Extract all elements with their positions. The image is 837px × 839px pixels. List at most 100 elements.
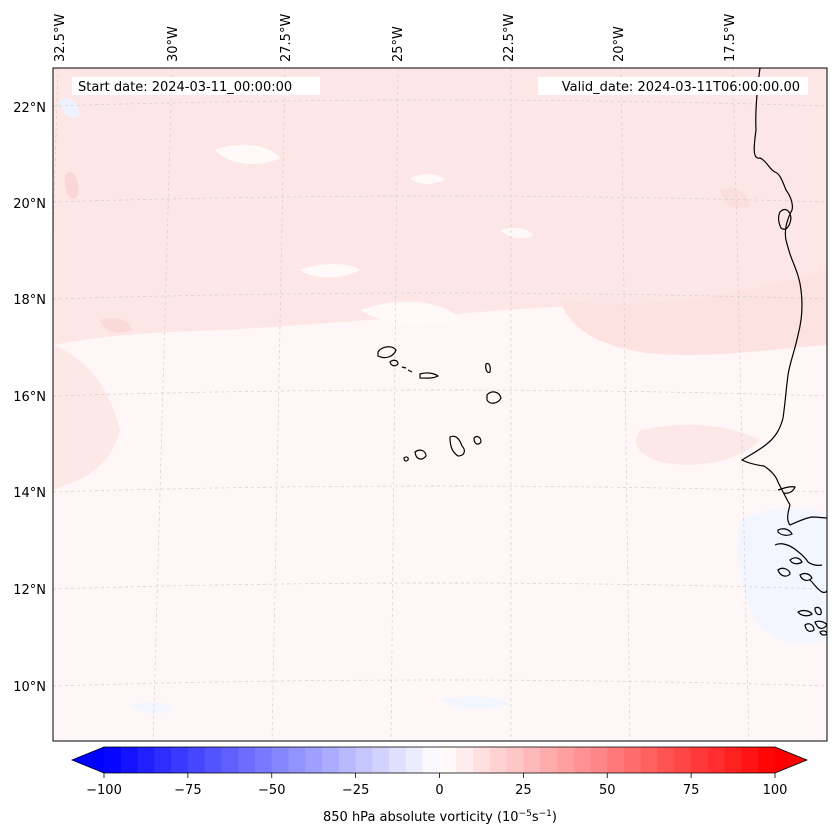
colorbar-segment xyxy=(707,747,726,773)
colorbar-segment xyxy=(355,747,374,773)
latitude-label: 14°N xyxy=(13,486,46,501)
parallel-20n xyxy=(53,195,827,203)
coast-guinea xyxy=(797,579,827,636)
valid-date-box xyxy=(538,77,808,95)
colorbar-segment xyxy=(120,747,139,773)
colorbar-segment xyxy=(573,747,592,773)
colorbar-segment xyxy=(657,747,675,773)
meridian-30w xyxy=(152,68,173,741)
colorbar-segments xyxy=(104,747,776,773)
meridian-25w xyxy=(390,68,399,741)
white-patch-3 xyxy=(300,264,360,278)
blue-patch-2 xyxy=(60,98,80,118)
latitude-label: 16°N xyxy=(13,390,46,405)
colorbar-label: 850 hPa absolute vorticity (10−5s−1) xyxy=(323,809,557,825)
island-boa-vista xyxy=(486,391,502,404)
colorbar-segment xyxy=(506,747,524,773)
coast-mauritania-senegal xyxy=(740,68,803,506)
coast-guinea-bissau xyxy=(774,528,823,581)
colorbar-segment xyxy=(556,747,575,773)
white-patch-5 xyxy=(500,228,533,238)
colorbar-segment xyxy=(288,747,306,773)
colorbar-label-exponent-2: −1 xyxy=(539,809,552,819)
colorbar-segment xyxy=(271,747,290,773)
colorbar-tick-label: −50 xyxy=(258,783,285,798)
colorbar-segment xyxy=(640,747,659,773)
meridian-20w xyxy=(620,68,631,741)
map-panel: Start date: 2024-03-11_00:00:00 Valid_da… xyxy=(53,68,827,741)
colorbar-segment xyxy=(590,747,608,773)
colorbar-high-extension xyxy=(775,747,807,773)
colorbar-segment xyxy=(322,747,340,773)
colorbar-segment xyxy=(305,747,323,773)
latitude-label: 10°N xyxy=(13,680,46,695)
colorbar-ticks: −100 −75 −50 −25 0 25 50 75 100 xyxy=(86,773,787,798)
island-santiago xyxy=(449,435,465,457)
parallel-14n xyxy=(53,485,827,493)
map-frame xyxy=(52,67,828,742)
colorbar-segment xyxy=(456,747,474,773)
colorbar-segment xyxy=(221,747,239,773)
colorbar-segment xyxy=(607,747,625,773)
island-sal xyxy=(485,362,491,374)
colorbar-label-unit: s xyxy=(532,810,539,825)
parallel-16n xyxy=(53,389,827,397)
coast-gambia xyxy=(777,486,827,526)
island-sao-nicolau xyxy=(407,369,440,379)
colorbar-segment xyxy=(439,747,457,773)
meridian-17-5w xyxy=(732,68,750,741)
red-band-southeast xyxy=(636,424,760,465)
island-fogo xyxy=(414,449,427,460)
longitude-label: 30°W xyxy=(166,26,181,62)
start-date-label: Start date: 2024-03-11_00:00:00 xyxy=(78,80,292,95)
colorbar-label-exponent-1: −5 xyxy=(519,809,532,819)
longitude-label: 27.5°W xyxy=(279,14,294,62)
colorbar-segment xyxy=(154,747,172,773)
longitude-label: 22.5°W xyxy=(502,14,517,62)
colorbar-segment xyxy=(104,747,122,773)
red-spot-3 xyxy=(720,188,750,208)
white-patch-1 xyxy=(215,144,280,165)
graticule xyxy=(53,68,827,741)
coastline xyxy=(740,68,827,636)
colorbar-segment xyxy=(405,747,424,773)
blue-patch-4 xyxy=(440,696,510,710)
colorbar-segment xyxy=(137,747,155,773)
longitude-labels: 32.5°W 30°W 27.5°W 25°W 22.5°W 20°W 17.5°W xyxy=(53,14,738,62)
parallel-12n xyxy=(53,582,827,590)
island-sao-vicente xyxy=(389,359,399,367)
island-maio xyxy=(473,436,482,445)
colorbar-tick-label: 25 xyxy=(515,783,532,798)
red-band-east xyxy=(560,270,827,355)
colorbar-segment xyxy=(624,747,642,773)
colorbar-segment xyxy=(741,747,759,773)
meridian-27-5w xyxy=(271,68,286,741)
longitude-label: 20°W xyxy=(612,26,627,62)
blue-patch-3 xyxy=(130,702,175,714)
colorbar-segment xyxy=(523,747,541,773)
colorbar-segment xyxy=(489,747,508,773)
colorbar-label-close: ) xyxy=(552,810,557,825)
parallel-10n xyxy=(53,679,827,687)
longitude-label: 25°W xyxy=(391,26,406,62)
red-band-north xyxy=(53,68,827,345)
colorbar-segment xyxy=(540,747,558,773)
colorbar-tick-label: −100 xyxy=(86,783,122,798)
colorbar-tick-label: 0 xyxy=(435,783,443,798)
colorbar-segment xyxy=(389,747,407,773)
start-date-box xyxy=(72,77,320,95)
latitude-labels: 22°N 20°N 18°N 16°N 14°N 12°N 10°N xyxy=(13,101,46,695)
colorbar-segment xyxy=(254,747,273,773)
colorbar-tick-label: −75 xyxy=(174,783,201,798)
colorbar-segment xyxy=(724,747,743,773)
latitude-label: 12°N xyxy=(13,583,46,598)
colorbar-tick-label: 75 xyxy=(683,783,700,798)
colorbar-segment xyxy=(691,747,709,773)
coast-cape-verde-peninsula xyxy=(778,208,792,230)
colorbar-segment xyxy=(674,747,692,773)
parallel-22n xyxy=(53,99,827,107)
island-santo-antao xyxy=(377,346,397,359)
longitude-label: 32.5°W xyxy=(53,14,68,62)
colorbar-tick-label: 100 xyxy=(763,783,788,798)
